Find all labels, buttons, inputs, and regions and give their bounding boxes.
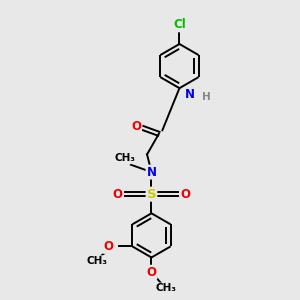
Text: CH₃: CH₃ xyxy=(115,153,136,163)
Text: N: N xyxy=(185,88,195,101)
Text: H: H xyxy=(202,92,210,102)
Text: CH₃: CH₃ xyxy=(86,256,107,266)
Text: Cl: Cl xyxy=(173,18,186,32)
Text: O: O xyxy=(180,188,190,201)
Text: O: O xyxy=(112,188,123,201)
Text: O: O xyxy=(104,240,114,253)
Text: O: O xyxy=(146,266,157,279)
Text: N: N xyxy=(146,166,157,178)
Text: S: S xyxy=(147,188,156,201)
Text: O: O xyxy=(131,120,141,133)
Text: CH₃: CH₃ xyxy=(156,284,177,293)
